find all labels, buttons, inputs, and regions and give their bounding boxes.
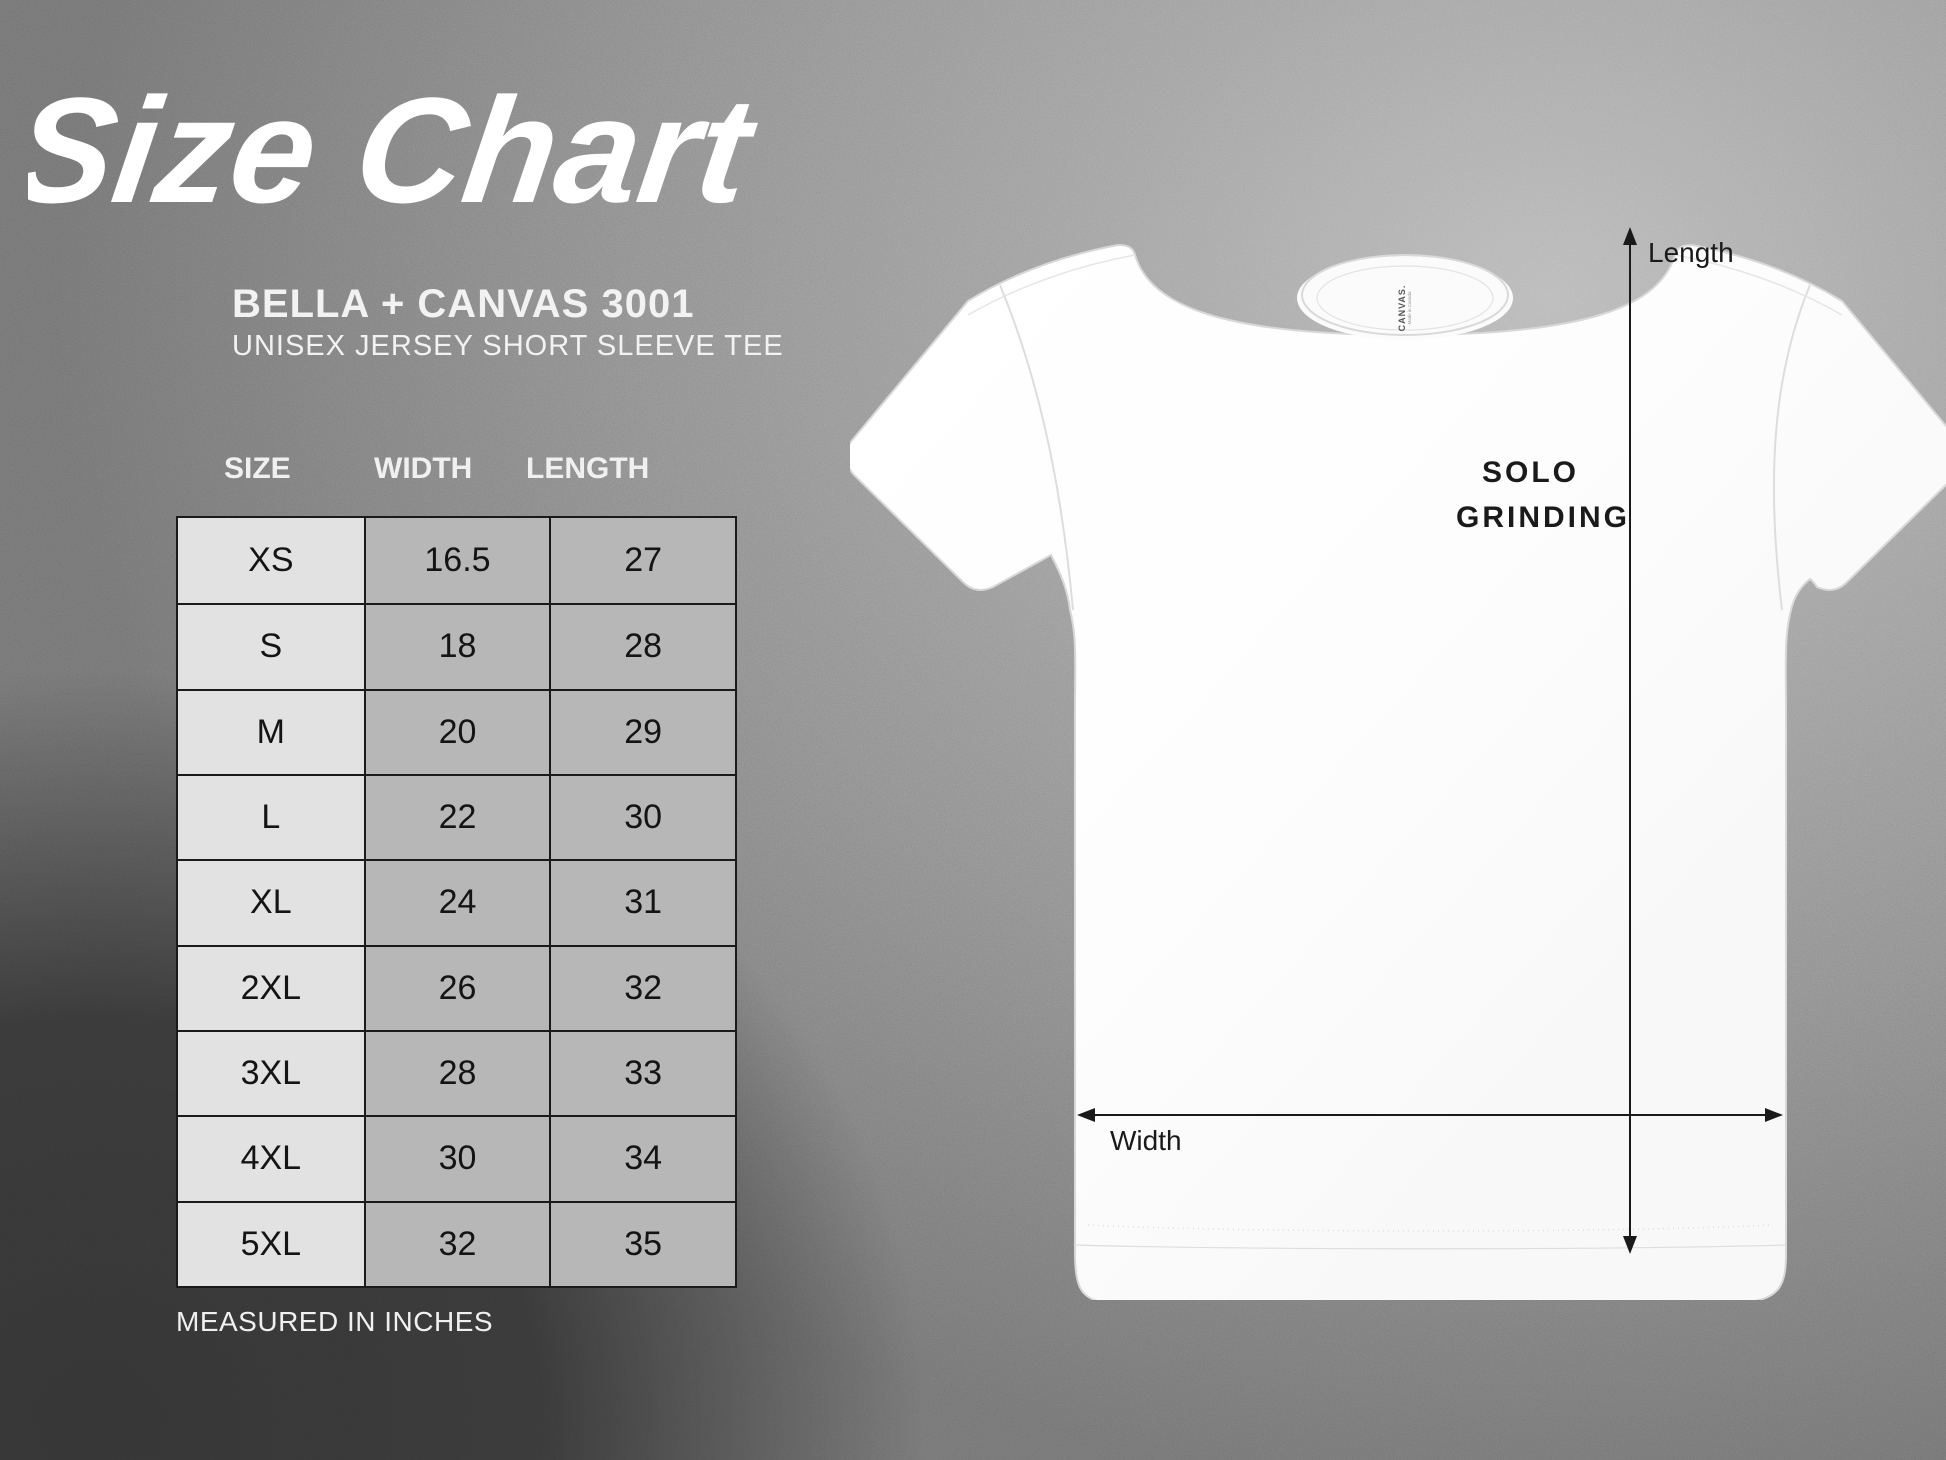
- svg-text:Made in Canada: Made in Canada: [1407, 291, 1412, 325]
- svg-text:Size Chart: Size Chart: [28, 67, 767, 234]
- svg-text:Width: Width: [1110, 1125, 1182, 1156]
- svg-text:SOLO: SOLO: [1482, 456, 1579, 489]
- svg-text:GRINDING: GRINDING: [1456, 501, 1630, 534]
- svg-text:CANVAS.: CANVAS.: [1397, 285, 1407, 332]
- svg-text:Length: Length: [1648, 237, 1734, 268]
